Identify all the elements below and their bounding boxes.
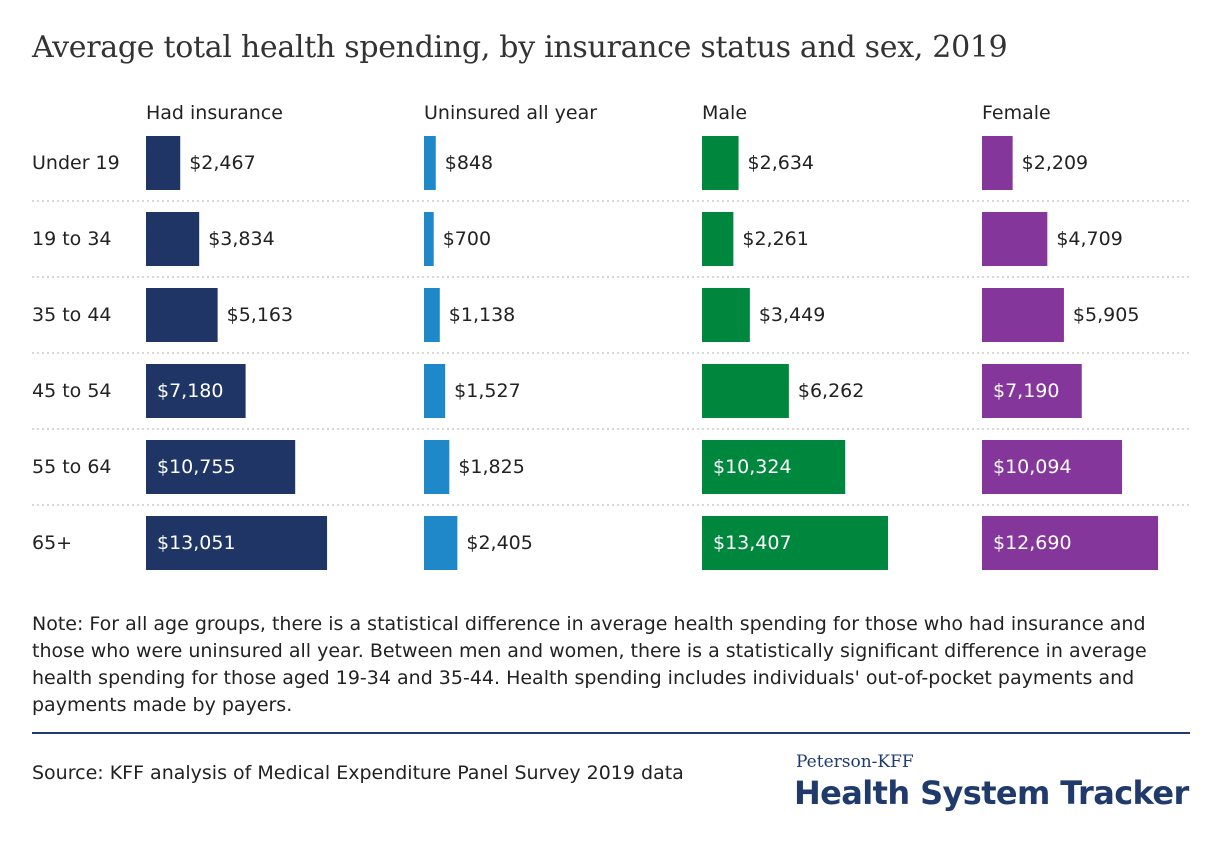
bar [702,212,734,266]
data-label: $3,449 [759,304,825,326]
data-label: $848 [445,152,493,174]
data-label: $2,634 [748,152,814,174]
data-label: $5,905 [1073,304,1139,326]
bar [146,136,181,190]
bar [146,364,246,418]
data-label: $10,755 [157,456,236,478]
bar [702,288,750,342]
bar [146,516,328,570]
data-label: $1,527 [454,380,520,402]
bar [146,212,200,266]
source-text: Source: KFF analysis of Medical Expendit… [32,762,684,784]
bar [702,440,846,494]
bar [146,440,296,494]
data-label: $2,261 [742,228,808,250]
data-label: $2,467 [189,152,255,174]
bar-chart: Had insurance Uninsured all year Male Femal… [32,102,1190,570]
bar [424,364,446,418]
bar [982,364,1082,418]
panel-header: Uninsured all year [424,102,597,124]
panel-header: Male [702,102,747,124]
chart-title: Average total health spending, by insura… [32,30,1008,65]
data-label: $2,209 [1022,152,1088,174]
chart-note: Note: For all age groups, there is a sta… [32,613,1147,716]
data-label: $10,094 [993,456,1072,478]
bar [424,516,458,570]
logo-health-system-tracker: Health System Tracker [794,774,1189,812]
data-label: $13,407 [713,532,792,554]
category-label: 65+ [32,532,72,554]
category-label: 19 to 34 [32,228,112,250]
bar [982,516,1159,570]
data-label: $10,324 [713,456,792,478]
data-label: $1,825 [458,456,524,478]
bar [702,516,888,570]
panel-header: Had insurance [146,102,283,124]
footer-divider [32,732,1190,734]
data-label: $2,405 [466,532,532,554]
bar [982,212,1048,266]
data-label: $5,163 [227,304,293,326]
data-label: $4,709 [1056,228,1122,250]
bar [982,440,1123,494]
bar [424,440,450,494]
bar [146,288,218,342]
data-label: $3,834 [208,228,274,250]
bar [424,212,434,266]
category-label: 45 to 54 [32,380,112,402]
bar [982,136,1013,190]
data-label: $12,690 [993,532,1072,554]
bar [982,288,1064,342]
category-label: 55 to 64 [32,456,112,478]
category-label: 35 to 44 [32,304,112,326]
category-label: Under 19 [32,152,120,174]
panel-header: Female [982,102,1051,124]
logo-peterson-kff: Peterson-KFF [796,752,914,772]
bar [702,136,739,190]
data-label: $13,051 [157,532,236,554]
bar [702,364,789,418]
data-label: $1,138 [449,304,515,326]
data-label: $700 [443,228,491,250]
bar [424,288,440,342]
bar [424,136,436,190]
data-label: $7,180 [157,380,223,402]
data-label: $7,190 [993,380,1059,402]
data-label: $6,262 [798,380,864,402]
